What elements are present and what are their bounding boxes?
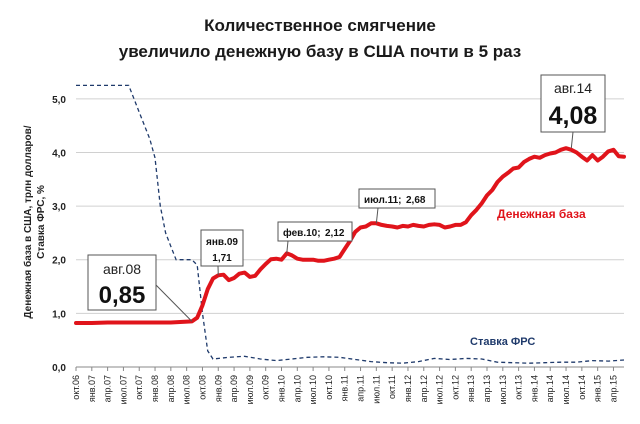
x-tick-label: окт.12 xyxy=(450,375,460,400)
x-tick-label: апр.11 xyxy=(356,375,366,402)
series-line-rate xyxy=(76,84,625,364)
x-tick-label: окт.13 xyxy=(514,375,524,400)
x-tick-label: июл.11 xyxy=(371,375,381,404)
annotation-jul11-label: июл.11; xyxy=(364,195,401,206)
x-tick-label: апр.14 xyxy=(545,375,555,402)
annotation-jul11-box xyxy=(358,188,436,209)
x-tick-label: июл.13 xyxy=(498,375,508,404)
x-tick-label: окт.11 xyxy=(387,375,397,399)
annotation-jul11-value: 2,68 xyxy=(406,195,426,206)
annotation-jan09-box xyxy=(200,229,244,267)
x-tick-label: окт.09 xyxy=(261,375,271,400)
x-tick-label: апр.10 xyxy=(292,375,302,402)
x-tick-label: июл.10 xyxy=(308,375,318,404)
x-tick-label: окт.08 xyxy=(197,375,207,400)
y-tick-label: 4,0 xyxy=(52,148,66,159)
x-tick-label: июл.08 xyxy=(182,375,192,404)
annotation-aug08-value: 0,85 xyxy=(99,282,146,309)
annotation-aug08-leader xyxy=(155,284,193,322)
x-tick-label: окт.10 xyxy=(324,375,334,400)
series-label-money-base: Денежная база xyxy=(497,207,586,221)
x-tick-label: июл.09 xyxy=(245,375,255,404)
chart-title-line-1: Количественное смягчение xyxy=(204,16,436,35)
y-axis-title-line-1: Денежная база в США, трлн долларов/ xyxy=(22,125,34,318)
x-tick-label: янв.12 xyxy=(403,375,413,402)
y-tick-label: 1,0 xyxy=(52,309,66,320)
y-tick-label: 2,0 xyxy=(52,256,66,267)
x-tick-label: апр.13 xyxy=(482,375,492,402)
y-tick-label: 0,0 xyxy=(52,363,66,374)
x-tick-label: апр.15 xyxy=(608,375,618,402)
series-line-money-base xyxy=(74,146,626,325)
x-tick-label: окт.06 xyxy=(71,375,81,400)
y-tick-label: 5,0 xyxy=(52,95,66,106)
x-tick-label: янв.13 xyxy=(466,375,476,402)
y-tick-label: 3,0 xyxy=(52,202,66,213)
annotation-feb10-leader xyxy=(286,240,289,254)
x-tick-label: июл.14 xyxy=(561,375,571,404)
annotation-aug14-leader xyxy=(570,131,574,149)
annotation-feb10-box xyxy=(277,221,353,242)
annotation-jan09-label: янв.09 xyxy=(206,237,238,248)
x-tick-label: апр.07 xyxy=(103,375,113,402)
annotation-feb10-label: фев.10; xyxy=(283,227,321,239)
x-tick-label: янв.07 xyxy=(87,375,97,402)
annotation-aug14-label: авг.14 xyxy=(554,80,592,96)
annotation-jan09-value: 1,71 xyxy=(212,253,232,264)
series-label-rate: Ставка ФРС xyxy=(470,336,535,348)
x-tick-label: июл.07 xyxy=(118,375,128,404)
annotation-aug14-value: 4,08 xyxy=(549,102,598,130)
x-tick-label: апр.08 xyxy=(166,375,176,402)
annotation-feb10-value: 2,12 xyxy=(325,228,345,239)
annotation-aug08-label: авг.08 xyxy=(103,261,141,277)
x-tick-label: окт.14 xyxy=(577,375,587,400)
x-tick-label: янв.09 xyxy=(213,375,223,402)
x-tick-label: апр.09 xyxy=(229,375,239,402)
x-tick-label: янв.11 xyxy=(340,375,350,401)
x-tick-label: янв.08 xyxy=(150,375,160,402)
chart-title-line-2: увеличило денежную базу в США почти в 5 … xyxy=(118,42,522,61)
x-tick-label: апр.12 xyxy=(419,375,429,402)
x-tick-label: янв.15 xyxy=(593,375,603,402)
x-tick-label: янв.14 xyxy=(529,375,539,402)
x-tick-label: янв.10 xyxy=(277,375,287,402)
annotation-jul11-leader xyxy=(375,207,379,224)
annotation-aug08-box xyxy=(87,254,157,311)
y-axis-title-line-2: Ставка ФРС, % xyxy=(36,185,47,259)
x-tick-label: окт.07 xyxy=(134,375,144,400)
x-tick-label: июл.12 xyxy=(435,375,445,404)
annotation-aug14-box xyxy=(540,74,606,133)
